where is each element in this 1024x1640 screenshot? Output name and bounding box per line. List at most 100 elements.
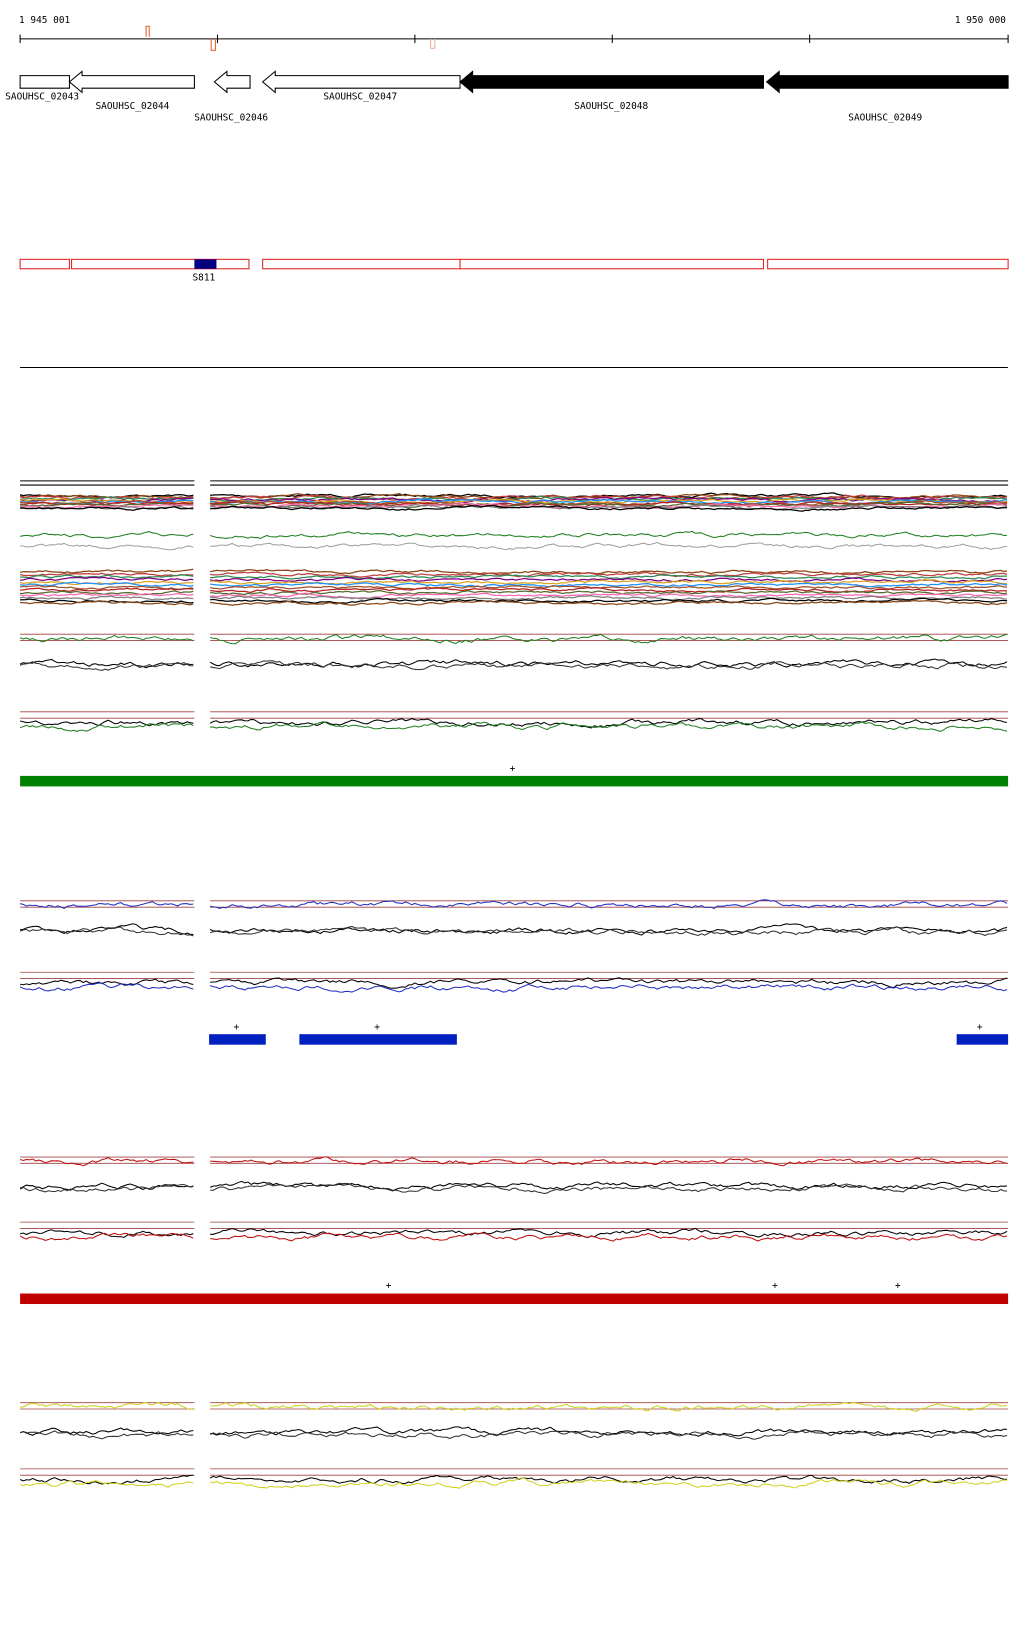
signal-line [20,1401,194,1410]
signal-line [20,502,194,507]
ruler-start: 1 945 001 [19,15,70,26]
signal-line [210,587,1008,594]
track-marker: + [772,1280,778,1291]
feature-box [262,258,461,270]
signal-line [210,1426,1008,1437]
signal-line [20,923,194,936]
track-bar [299,1034,457,1045]
signal-line [210,501,1008,509]
track-marker: + [977,1022,983,1033]
track-marker: + [895,1280,901,1291]
track-marker: + [234,1022,240,1033]
signal-line [19,531,194,539]
signal-line [209,718,1008,729]
gene-arrow [765,70,1009,94]
signal-line [210,977,1008,989]
gene-arrow [459,70,764,94]
signal-line [20,587,194,592]
signal-line [210,660,1008,671]
track-marker: + [510,764,516,775]
signal-line [209,1474,1008,1485]
signal-line [210,569,1008,575]
signal-line [19,1184,194,1193]
feature-box [767,258,1009,270]
signal-line [210,600,1008,606]
signal-line [19,1480,194,1488]
signal-line [19,595,194,601]
signal-line [20,506,194,512]
signal-line [210,597,1008,604]
signal-line [19,1427,194,1436]
signal-line [20,500,194,505]
signal-line [20,505,194,510]
signal-line [210,595,1008,601]
signal-line [210,899,1008,909]
feature-box [194,259,217,269]
feature-box [459,258,764,270]
signal-line [20,581,194,587]
signal-line [209,925,1008,937]
signal-line [210,721,1008,732]
signal-line [210,498,1008,504]
signal-line [19,723,194,732]
signal-line [19,982,194,992]
signal-line [19,1430,194,1440]
track-bar [209,1034,266,1045]
track-bar [20,775,1009,787]
signal-line [210,1232,1008,1242]
gene-arrow [261,70,461,94]
signal-line [210,1477,1008,1489]
signal-line [19,572,194,577]
signal-line [19,661,194,671]
signal-line [20,542,194,551]
signal-line [20,576,194,582]
ruler-mark [145,25,150,37]
signal-line [209,1430,1008,1440]
ruler-mark [210,38,216,51]
gene-label: SAOUHSC_02044 [96,101,170,112]
gene-label: SAOUHSC_02046 [194,113,268,124]
signal-line [20,568,194,574]
track-marker: + [374,1022,380,1033]
track-marker: + [386,1280,392,1291]
track-bar [956,1034,1009,1045]
feature-label: S811 [192,272,215,283]
feature-box [19,258,70,270]
signal-line [210,571,1008,578]
signal-line [210,504,1008,511]
signal-line [20,600,194,606]
gene-label: SAOUHSC_02049 [848,113,922,124]
signal-line [19,1229,194,1239]
signal-line [210,541,1008,551]
signal-line [209,530,1008,539]
signal-line [20,590,194,596]
signal-line [210,1402,1008,1413]
signal-line [210,1156,1008,1167]
signal-line [19,1232,194,1241]
gene-label: SAOUHSC_02043 [5,92,79,103]
signal-line [210,582,1008,588]
signal-line [210,633,1008,645]
signal-line [19,901,194,909]
signal-line [210,496,1008,504]
signal-line [210,504,1008,512]
tracks: SAOUHSC_02043 SAOUHSC_02044 SAOUHSC_02046 S… [5,25,1009,1489]
signal-line [210,590,1008,596]
signal-line [19,1157,194,1167]
gene-label: SAOUHSC_02048 [574,101,648,112]
gene-arrow [19,75,70,89]
signal-line [210,1182,1008,1194]
signal-line [209,576,1008,583]
gene-arrow [213,70,251,94]
signal-line [19,926,194,937]
signal-line [19,634,194,643]
signal-line [20,978,194,986]
track-bar [20,1293,1009,1305]
signal-line [19,592,194,597]
ruler-end: 1 950 000 [955,15,1006,26]
gene-label: SAOUHSC_02047 [323,92,397,103]
ruler-mark [430,38,436,49]
signal-line [209,658,1008,668]
gene-arrow [68,70,195,94]
